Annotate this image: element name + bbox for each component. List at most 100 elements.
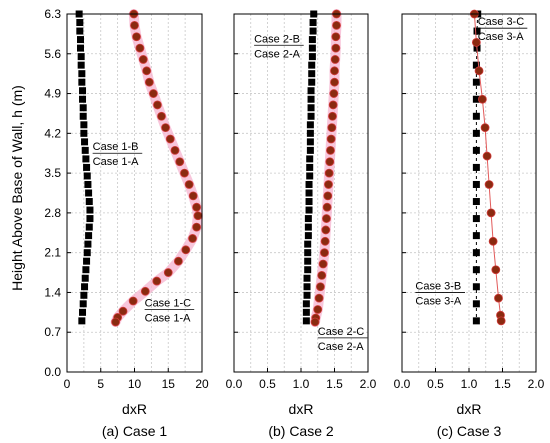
ratio-annotation: Case 2-B Case 2-A xyxy=(254,33,304,60)
data-point xyxy=(308,61,316,69)
data-point xyxy=(148,89,158,98)
data-point xyxy=(321,225,331,235)
x-tick-label: 0 xyxy=(64,377,71,391)
data-point xyxy=(80,129,88,137)
data-point xyxy=(306,163,314,171)
x-tick-label: 10 xyxy=(128,377,142,391)
data-point xyxy=(85,189,93,197)
data-point xyxy=(326,145,335,155)
data-point xyxy=(482,151,492,161)
data-point xyxy=(320,248,329,258)
data-point xyxy=(305,206,313,214)
data-point xyxy=(491,265,501,275)
data-point xyxy=(144,77,154,87)
data-point xyxy=(175,157,185,167)
y-axis-label: Height Above Base of Wall, h (m) xyxy=(9,85,25,291)
data-point xyxy=(328,100,338,110)
annotation-numerator: Case 1-C xyxy=(145,297,192,309)
data-point xyxy=(78,70,86,78)
annotation-denominator: Case 1-A xyxy=(93,156,140,168)
annotation-numerator: Case 2-C xyxy=(318,326,365,338)
x-tick-label: 15 xyxy=(162,377,176,391)
x-tick-label: 20 xyxy=(195,377,209,391)
series-1 xyxy=(75,10,94,325)
series-1 xyxy=(472,10,482,325)
data-point xyxy=(474,66,484,76)
data-point xyxy=(304,215,312,223)
data-point xyxy=(320,236,330,246)
ratio-annotation: Case 1-C Case 1-A xyxy=(144,297,195,324)
x-axis-label: dxR xyxy=(122,401,147,417)
x-tick-label: 0.0 xyxy=(394,377,411,391)
data-point xyxy=(308,70,316,78)
data-point xyxy=(488,236,498,246)
y-tick-label: 3.5 xyxy=(44,166,61,180)
data-point xyxy=(302,308,310,316)
data-point xyxy=(331,32,341,42)
data-point xyxy=(305,189,313,197)
data-point xyxy=(472,61,480,69)
data-point xyxy=(173,256,183,266)
data-point xyxy=(306,121,314,129)
data-point xyxy=(314,293,324,303)
data-point xyxy=(304,240,312,248)
data-point xyxy=(307,104,315,112)
data-point xyxy=(79,308,87,316)
data-point xyxy=(472,215,480,223)
data-point xyxy=(77,36,84,44)
x-tick-label: 0.0 xyxy=(226,377,243,391)
data-point xyxy=(77,61,85,69)
data-point xyxy=(308,36,316,44)
series-2 xyxy=(110,9,203,327)
data-point xyxy=(80,291,88,299)
data-point xyxy=(316,282,325,292)
data-point xyxy=(76,19,84,27)
y-tick-label: 2.1 xyxy=(44,246,61,260)
data-point xyxy=(472,78,480,86)
data-point xyxy=(111,317,120,327)
annotation-numerator: Case 3-C xyxy=(478,16,525,28)
data-point xyxy=(79,300,87,308)
x-tick-label: 0.5 xyxy=(259,377,276,391)
data-point xyxy=(86,206,94,214)
data-point xyxy=(188,191,198,201)
data-point xyxy=(128,296,138,306)
data-point xyxy=(484,180,494,189)
data-point xyxy=(310,317,320,327)
data-point xyxy=(83,257,91,265)
data-point xyxy=(472,317,480,325)
y-tick-label: 2.8 xyxy=(44,206,61,220)
data-point xyxy=(303,291,311,299)
y-tick-label: 1.4 xyxy=(44,285,61,299)
series-2 xyxy=(469,9,506,326)
data-point xyxy=(486,208,496,218)
data-point xyxy=(81,283,89,291)
data-point xyxy=(192,222,202,232)
x-tick-label: 1.0 xyxy=(461,377,478,391)
data-point xyxy=(304,266,312,274)
data-point xyxy=(81,274,89,282)
data-point xyxy=(324,168,334,178)
y-tick-label: 4.2 xyxy=(44,126,61,140)
data-point xyxy=(472,95,480,103)
data-point xyxy=(77,53,85,61)
data-point xyxy=(308,44,316,52)
data-point xyxy=(472,180,480,188)
data-point xyxy=(303,283,311,291)
data-point xyxy=(472,300,480,308)
data-point xyxy=(471,38,481,47)
x-axis-label: dxR xyxy=(457,401,482,417)
annotation-denominator: Case 2-A xyxy=(254,48,301,60)
data-point xyxy=(192,202,202,212)
data-point xyxy=(332,20,341,30)
data-point xyxy=(472,129,480,137)
x-tick-label: 2.0 xyxy=(360,377,377,391)
data-point xyxy=(329,89,339,98)
x-tick-label: 1.5 xyxy=(326,377,343,391)
data-point xyxy=(180,168,189,178)
data-point xyxy=(81,146,89,154)
data-point xyxy=(77,44,84,52)
data-point xyxy=(308,78,316,86)
